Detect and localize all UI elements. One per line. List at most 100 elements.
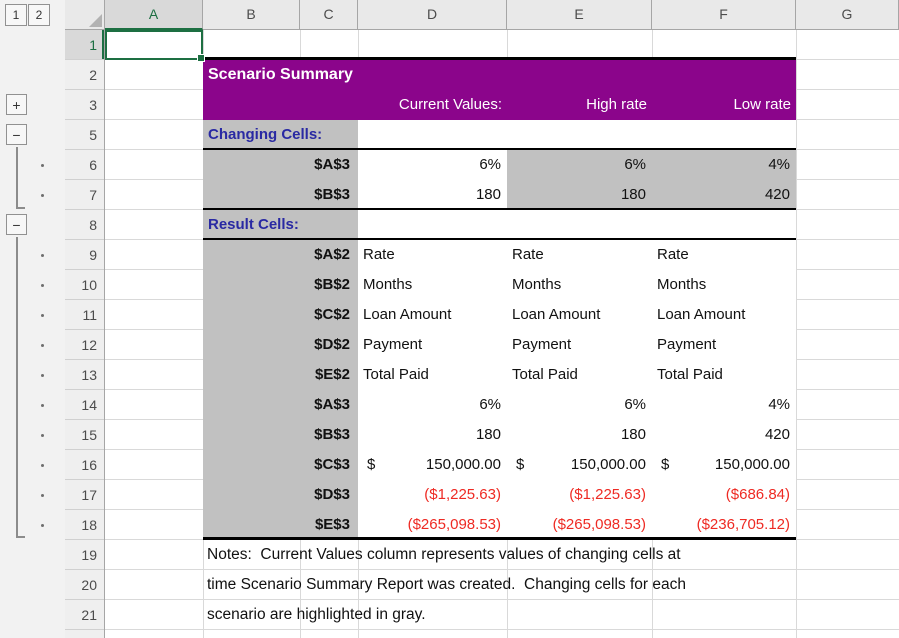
current-value-cell[interactable]: Loan Amount [358,300,507,330]
high-rate-value-cell[interactable]: Rate [507,240,652,270]
low-rate-value-cell[interactable]: 420 [652,180,796,208]
cell-ref-label[interactable]: $B$2 [203,270,358,300]
row-header-20[interactable]: 20 [65,570,104,600]
high-rate-value-cell[interactable]: Loan Amount [507,300,652,330]
column-header-a[interactable]: A [105,0,203,30]
high-rate-value-cell[interactable]: Payment [507,330,652,360]
row-header-8[interactable]: 8 [65,210,104,240]
current-value-cell[interactable]: 180 [358,420,507,450]
column-header-b[interactable]: B [203,0,300,30]
current-values-header[interactable]: Current Values: [358,90,507,120]
row-header-18[interactable]: 18 [65,510,104,540]
table-row[interactable]: $C$2 Loan Amount Loan Amount Loan Amount [203,300,796,330]
select-all-corner[interactable] [65,0,105,30]
row-header-17[interactable]: 17 [65,480,104,510]
row-header-9[interactable]: 9 [65,240,104,270]
row-header-21[interactable]: 21 [65,600,104,630]
row-header-19[interactable]: 19 [65,540,104,570]
low-rate-value-cell[interactable]: 4% [652,390,796,420]
table-row[interactable]: $B$2 Months Months Months [203,270,796,300]
row-header-7[interactable]: 7 [65,180,104,210]
current-value-cell[interactable]: ($1,225.63) [358,480,507,510]
low-rate-value-cell[interactable]: Loan Amount [652,300,796,330]
row-header-1[interactable]: 1 [65,30,104,60]
table-row[interactable]: $A$2 Rate Rate Rate [203,240,796,270]
table-row[interactable]: $E$3 ($265,098.53) ($265,098.53) ($236,7… [203,510,796,540]
low-rate-value-cell[interactable]: $ 150,000.00 [652,450,796,480]
row-header-12[interactable]: 12 [65,330,104,360]
column-header-g[interactable]: G [796,0,899,30]
low-rate-value-cell[interactable]: 4% [652,150,796,180]
high-rate-value-cell[interactable]: 180 [507,180,652,208]
result-cells-section-row[interactable]: Result Cells: [203,210,796,240]
low-rate-value-cell[interactable]: 420 [652,420,796,450]
cell-ref-label[interactable]: $A$3 [203,390,358,420]
column-header-f[interactable]: F [652,0,796,30]
row-header-15[interactable]: 15 [65,420,104,450]
row-header-13[interactable]: 13 [65,360,104,390]
low-rate-value-cell[interactable]: Total Paid [652,360,796,390]
current-value-cell[interactable]: 180 [358,180,507,208]
column-header-c[interactable]: C [300,0,358,30]
table-row[interactable]: $D$3 ($1,225.63) ($1,225.63) ($686.84) [203,480,796,510]
table-row[interactable]: $C$3 $ 150,000.00 $ 150,000.00 $ 150,000… [203,450,796,480]
fill-handle[interactable] [197,54,205,62]
empty-cell[interactable] [358,210,796,238]
cell-ref-label[interactable]: $A$2 [203,240,358,270]
current-value-cell[interactable]: Rate [358,240,507,270]
cell-ref-label[interactable]: $B$3 [203,420,358,450]
high-rate-value-cell[interactable]: Total Paid [507,360,652,390]
row-header-6[interactable]: 6 [65,150,104,180]
current-value-cell[interactable]: ($265,098.53) [358,510,507,537]
row-header-5[interactable]: 5 [65,120,104,150]
current-value-cell[interactable]: Payment [358,330,507,360]
outline-collapse-button-changing[interactable]: − [6,124,27,145]
high-rate-value-cell[interactable]: 6% [507,390,652,420]
active-cell-a1[interactable] [105,30,203,60]
low-rate-value-cell[interactable]: Rate [652,240,796,270]
table-row[interactable]: $B$3 180 180 420 [203,180,796,210]
outline-expand-button[interactable]: + [6,94,27,115]
low-rate-header[interactable]: Low rate [652,90,796,120]
low-rate-value-cell[interactable]: ($236,705.12) [652,510,796,537]
table-row[interactable]: $E$2 Total Paid Total Paid Total Paid [203,360,796,390]
current-value-cell[interactable]: $ 150,000.00 [358,450,507,480]
cell-ref-label[interactable]: $D$2 [203,330,358,360]
high-rate-value-cell[interactable]: $ 150,000.00 [507,450,652,480]
row-header-2[interactable]: 2 [65,60,104,90]
cell-ref-label[interactable]: $C$3 [203,450,358,480]
high-rate-value-cell[interactable]: Months [507,270,652,300]
cell-ref-label[interactable]: $E$2 [203,360,358,390]
cell-ref-label[interactable]: $B$3 [203,180,358,208]
empty-cell[interactable] [203,90,358,120]
cell-ref-label[interactable]: $E$3 [203,510,358,537]
cell-ref-label[interactable]: $D$3 [203,480,358,510]
column-header-e[interactable]: E [507,0,652,30]
cell-ref-label[interactable]: $A$3 [203,150,358,180]
current-value-cell[interactable]: Total Paid [358,360,507,390]
report-title-row[interactable]: Scenario Summary [203,57,796,90]
current-value-cell[interactable]: Months [358,270,507,300]
column-header-d[interactable]: D [358,0,507,30]
cell-ref-label[interactable]: $C$2 [203,300,358,330]
table-row[interactable]: $B$3 180 180 420 [203,420,796,450]
row-header-3[interactable]: 3 [65,90,104,120]
high-rate-value-cell[interactable]: 6% [507,150,652,180]
row-header-14[interactable]: 14 [65,390,104,420]
low-rate-value-cell[interactable]: ($686.84) [652,480,796,510]
row-header-16[interactable]: 16 [65,450,104,480]
row-header-10[interactable]: 10 [65,270,104,300]
table-row[interactable]: $A$3 6% 6% 4% [203,390,796,420]
current-value-cell[interactable]: 6% [358,390,507,420]
table-row[interactable]: $A$3 6% 6% 4% [203,150,796,180]
low-rate-value-cell[interactable]: Months [652,270,796,300]
outline-level-1-button[interactable]: 1 [5,4,27,26]
outline-level-2-button[interactable]: 2 [28,4,50,26]
low-rate-value-cell[interactable]: Payment [652,330,796,360]
scenario-header-row[interactable]: Current Values: High rate Low rate [203,90,796,120]
changing-cells-section-row[interactable]: Changing Cells: [203,120,796,150]
high-rate-value-cell[interactable]: ($1,225.63) [507,480,652,510]
high-rate-value-cell[interactable]: 180 [507,420,652,450]
row-header-11[interactable]: 11 [65,300,104,330]
current-value-cell[interactable]: 6% [358,150,507,180]
